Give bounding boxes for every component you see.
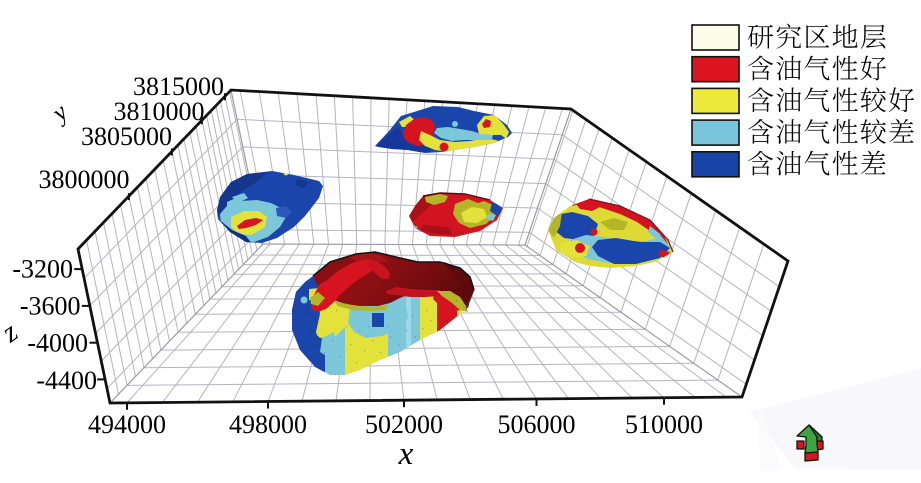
- svg-text:-3200: -3200: [12, 255, 73, 284]
- svg-text:502000: 502000: [365, 410, 443, 439]
- svg-text:3810000: 3810000: [114, 97, 205, 126]
- svg-text:-3600: -3600: [20, 291, 81, 320]
- svg-text:494000: 494000: [88, 410, 166, 439]
- svg-text:-4000: -4000: [27, 328, 88, 357]
- svg-text:3800000: 3800000: [39, 165, 130, 194]
- svg-text:-4400: -4400: [36, 366, 97, 395]
- svg-text:x: x: [398, 436, 414, 472]
- svg-text:506000: 506000: [498, 410, 576, 439]
- svg-text:498000: 498000: [229, 410, 307, 439]
- svg-text:510000: 510000: [625, 410, 703, 439]
- svg-text:3815000: 3815000: [133, 72, 224, 101]
- svg-text:3805000: 3805000: [81, 122, 172, 151]
